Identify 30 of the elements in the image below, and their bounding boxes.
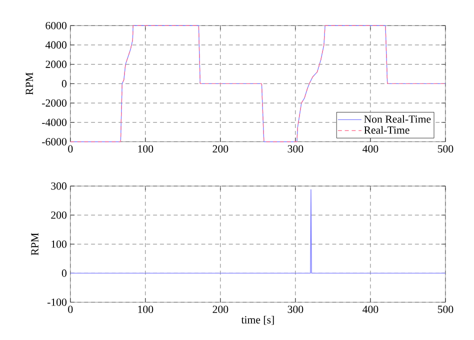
x-tick-label: 0: [68, 306, 73, 314]
x-axis-title: time [s]: [241, 316, 274, 325]
y-tick-label: 200: [51, 212, 66, 219]
line-series: [70, 25, 446, 142]
x-tick-label: 400: [362, 145, 378, 153]
y-tick-label: -6000: [42, 138, 66, 146]
y-tick-label: 2000: [46, 60, 66, 68]
y-axis-title: RPM: [26, 72, 33, 95]
legend-label: Non Real-Time: [364, 115, 431, 123]
x-tick-label: 100: [138, 306, 154, 314]
x-tick-label: 300: [288, 306, 304, 314]
x-tick-label: 200: [212, 306, 228, 314]
x-tick-label: 100: [138, 145, 154, 153]
x-tick-label: 500: [438, 306, 454, 314]
y-tick-label: -100: [47, 298, 66, 306]
y-tick-label: 100: [52, 240, 66, 248]
x-tick-label: 400: [362, 306, 378, 314]
y-tick-label: -2000: [42, 100, 66, 107]
y-tick-label: 0: [62, 270, 66, 278]
y-tick-label: 4000: [45, 41, 66, 49]
y-tick-label: 300: [51, 182, 66, 190]
x-tick-label: 500: [438, 145, 454, 153]
y-tick-label: 6000: [46, 22, 66, 30]
y-tick-label: 0: [62, 80, 66, 88]
x-tick-label: 0: [68, 145, 73, 153]
y-axis-title: RPM: [31, 233, 38, 256]
y-tick-label: -4000: [42, 118, 66, 126]
x-tick-label: 300: [288, 145, 304, 153]
x-tick-label: 200: [212, 145, 228, 153]
legend-label: Real-Time: [364, 126, 410, 134]
